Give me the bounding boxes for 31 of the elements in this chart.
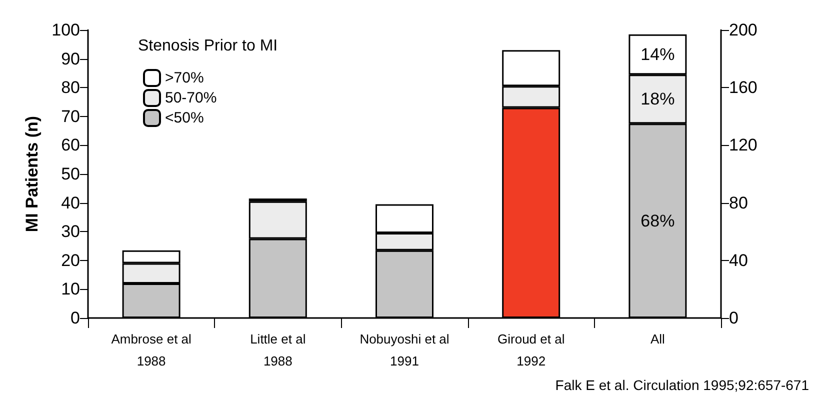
x-tick-label: Little et al 1988 — [250, 332, 306, 368]
legend-title: Stenosis Prior to MI — [138, 38, 278, 54]
annotation: 14% — [640, 44, 675, 64]
y-tick-label: 70 — [61, 106, 80, 126]
text: Falk E et al. Circulation 1995;92:657-671 — [555, 377, 810, 393]
x-tick-label: Giroud et al 1992 — [498, 332, 565, 368]
legend-label: >70% — [165, 70, 204, 86]
y-tick-label: 10 — [61, 280, 80, 299]
annotation: 18% — [640, 90, 675, 109]
y-tick-label: 50 — [61, 164, 80, 184]
y2-tick-label: 80 — [729, 193, 748, 212]
y-tick-label: 40 — [61, 193, 80, 212]
legend-label: 50-70% — [165, 90, 217, 106]
y2-tick-label: 120 — [729, 136, 758, 155]
x-tick-label: Ambrose et al 1988 — [111, 332, 192, 368]
y2-tick-label: 0 — [729, 308, 738, 328]
y2-tick-label: 160 — [729, 78, 758, 98]
y-tick-label: 0 — [70, 308, 80, 328]
y-tick-label: 20 — [61, 250, 80, 270]
y2-tick-label: 200 — [729, 20, 758, 40]
y-axis-title: MI Patients (n) — [22, 116, 42, 232]
y-tick-label: 30 — [61, 222, 80, 242]
x-tick-label: Nobuyoshi et al 1991 — [360, 332, 450, 368]
y-tick-label: 80 — [61, 78, 80, 98]
legend-label: <50% — [165, 110, 204, 126]
y-tick-label: 90 — [61, 49, 80, 68]
x-tick-label: All — [650, 332, 666, 346]
y-tick-label: 100 — [52, 20, 80, 40]
y-tick-label: 60 — [61, 136, 80, 155]
annotation: 68% — [640, 211, 675, 230]
y2-tick-label: 40 — [729, 250, 748, 270]
